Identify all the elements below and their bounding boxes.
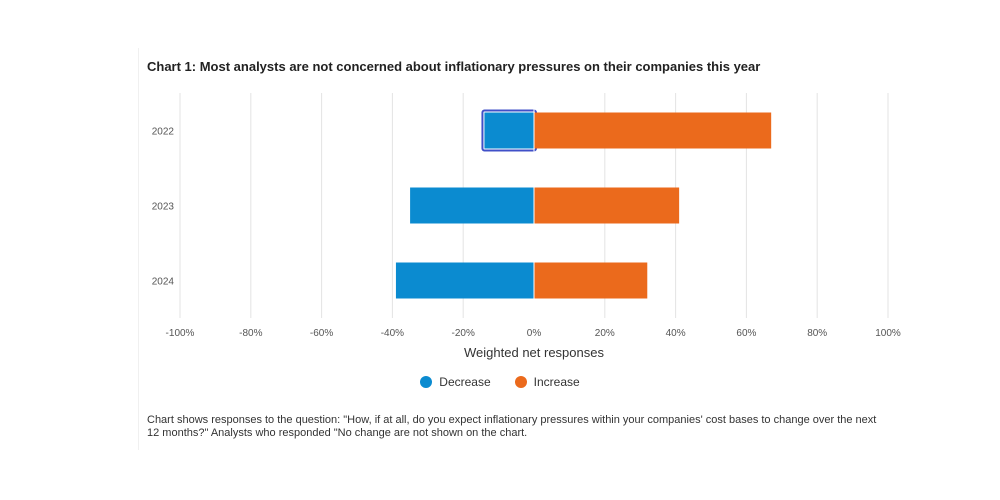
x-tick-label: 40% — [666, 328, 686, 339]
increase-bar-2023 — [534, 187, 680, 224]
x-tick-label: -20% — [452, 328, 475, 339]
x-tick-label: -40% — [381, 328, 404, 339]
x-tick-label: 0% — [527, 328, 542, 339]
increase-bar-2024 — [534, 262, 648, 299]
x-axis-label: Weighted net responses — [464, 345, 604, 360]
x-tick-label: -80% — [239, 328, 262, 339]
x-tick-label: 80% — [807, 328, 827, 339]
y-tick-label: 2023 — [152, 202, 175, 213]
legend-label-increase: Increase — [533, 375, 580, 389]
legend-label-decrease: Decrease — [439, 375, 491, 389]
chart-title: Chart 1: Most analysts are not concerned… — [147, 59, 761, 74]
legend-dot-increase — [514, 376, 527, 388]
decrease-bar-2024 — [395, 262, 534, 299]
decrease-bar-2023 — [410, 187, 534, 224]
chart-legend: Decrease Increase — [0, 375, 1000, 389]
legend-dot-decrease — [420, 376, 433, 388]
legend-item-decrease[interactable]: Decrease — [420, 375, 491, 389]
increase-bar-2022 — [534, 112, 772, 149]
x-tick-label: 100% — [875, 328, 901, 339]
decrease-bar-2022 — [484, 112, 534, 149]
x-tick-label: -60% — [310, 328, 333, 339]
legend-item-increase[interactable]: Increase — [514, 375, 580, 389]
x-tick-label: 60% — [736, 328, 756, 339]
chart-frame-divider — [138, 48, 139, 450]
x-tick-label: 20% — [595, 328, 615, 339]
y-tick-label: 2024 — [152, 277, 175, 288]
x-tick-label: -100% — [166, 328, 195, 339]
y-tick-label: 2022 — [152, 127, 175, 138]
chart-footnote: Chart shows responses to the question: "… — [147, 414, 877, 439]
